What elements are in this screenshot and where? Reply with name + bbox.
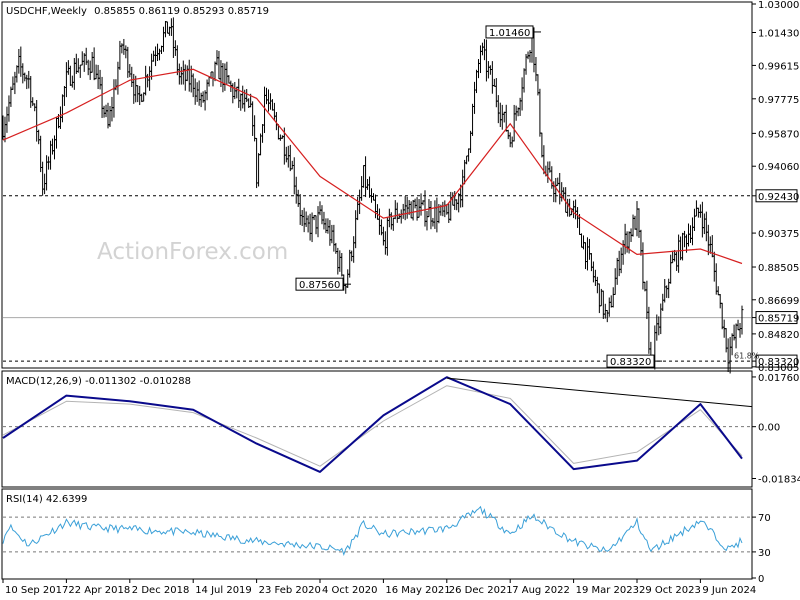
rsi-axis-label: 30 [758,548,771,559]
price-axis-label: 0.86699 [758,296,799,307]
price-axis-label: 0.90375 [758,229,799,240]
time-axis-label: 23 Feb 2020 [259,585,321,596]
time-axis-label: 2 Dec 2018 [132,585,190,596]
macd-trendline [446,377,753,408]
rsi-panel: 70 30 0 RSI(14) 42.6399 [1,488,771,585]
ohlc-values: 0.85855 0.86119 0.85293 0.85719 [94,6,269,17]
price-axis-label: 0.88505 [758,263,799,274]
price-axis-label: 1.01430 [758,28,799,39]
time-axis-label: 7 Aug 2022 [512,585,570,596]
price-panel: ActionForex.com 1.03000 1.01430 0.99615 0.9… [1,0,799,374]
time-axis-label: 26 Dec 2021 [449,585,513,596]
rsi-axis: 70 30 0 [752,513,771,585]
rsi-line [2,505,751,557]
price-axis: 1.03000 1.01430 0.99615 0.97775 0.95870 0.940… [752,0,799,374]
price-axis-label: 0.83320 [758,357,799,368]
macd-axis-label: -0.01834 [758,475,800,486]
macd-panel-frame [1,370,753,488]
level-callout-label: 0.87560 [299,280,340,291]
time-axis-label: 10 Sep 2017 [5,585,68,596]
rsi-panel-frame [1,488,753,580]
price-axis-label: 0.84820 [758,330,799,341]
price-axis-label: 0.97775 [758,95,799,106]
macd-axis-label: 0.017603 [758,373,800,384]
symbol-label: USDCHF,Weekly 0.85855 0.86119 0.85293 0.… [6,6,269,17]
rsi-axis-label: 70 [758,513,771,524]
level-callout-label: 0.83320 [610,357,651,368]
price-axis-label: 0.94060 [758,162,799,173]
macd-axis: 0.017603 0.00 -0.01834 [752,373,800,486]
time-axis-label: 14 Jul 2019 [195,585,252,596]
time-axis-label: 29 Oct 2023 [639,585,701,596]
level-callout-label: 1.01460 [489,28,530,39]
price-axis-label: 0.85719 [758,314,799,325]
time-axis-label: 19 Mar 2023 [576,585,639,596]
watermark: ActionForex.com [97,239,288,265]
price-level-labels: 1.01460 0.87560 0.83320 61.8% [295,25,760,368]
price-axis-box [755,311,798,325]
price-axis-box [755,189,798,203]
macd-panel: 0.017603 0.00 -0.01834 MACD(12,26,9) -0.01… [1,370,800,488]
price-axis-label: 0.92430 [758,192,799,203]
price-axis-label: 0.99615 [758,61,799,72]
price-bars [1,17,744,374]
macd-label: MACD(12,26,9) -0.011302 -0.010288 [6,376,191,387]
time-axis-label: 16 May 2021 [385,585,450,596]
rsi-axis-label: 0 [758,574,764,585]
time-axis-label: 9 Jun 2024 [702,585,756,596]
rsi-line-path [2,505,743,557]
moving-average [2,68,743,265]
macd-lines [2,376,753,473]
time-axis: 10 Sep 2017 22 Apr 2018 2 Dec 2018 14 Jul 2… [2,579,756,596]
rsi-label: RSI(14) 42.6399 [6,494,87,505]
price-axis-label: 1.03000 [758,0,799,11]
symbol-name: USDCHF,Weekly [6,6,87,17]
price-axis-label: 0.83005 [758,363,799,374]
macd-signal-line [2,385,743,467]
macd-line [2,376,743,473]
price-axis-box [755,354,798,368]
time-axis-label: 4 Oct 2020 [322,585,377,596]
price-axis-label: 0.95870 [758,129,799,140]
macd-axis-label: 0.00 [758,423,780,434]
time-axis-label: 22 Apr 2018 [68,585,130,596]
fib-annotation: 61.8% [734,352,760,361]
moving-average-line [2,68,743,265]
price-bar [740,305,744,335]
price-levels [3,195,751,362]
price-panel-frame [1,1,753,369]
